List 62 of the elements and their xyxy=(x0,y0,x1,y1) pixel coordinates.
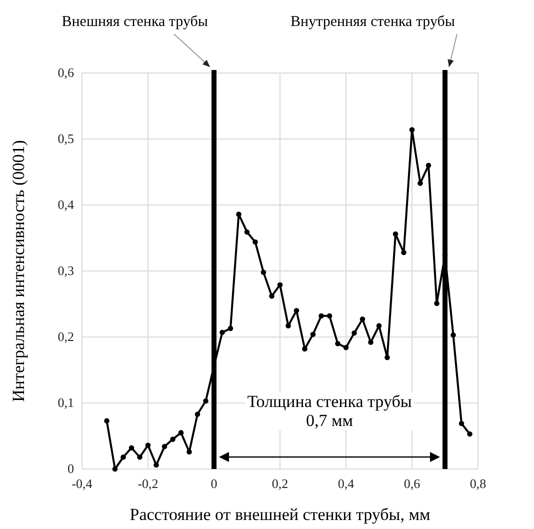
point xyxy=(467,431,472,437)
point xyxy=(376,323,382,328)
x-tick-label: 0,4 xyxy=(338,476,355,492)
point xyxy=(384,354,390,360)
y-tick-label: 0 xyxy=(68,461,74,476)
point xyxy=(170,436,176,442)
x-tick-label: 0,8 xyxy=(470,476,486,492)
point xyxy=(244,229,250,235)
point xyxy=(310,332,316,337)
point xyxy=(112,466,118,472)
point xyxy=(104,418,110,424)
point xyxy=(318,313,324,319)
point xyxy=(426,162,432,168)
point xyxy=(252,239,258,245)
point xyxy=(260,270,266,275)
y-axis-title: Интегральная интенсивность (0001) xyxy=(9,140,28,402)
x-axis-title: Расстояние от внешней стенки трубы, мм xyxy=(130,505,430,524)
point xyxy=(128,445,134,451)
point xyxy=(458,420,464,426)
point xyxy=(154,462,159,468)
point xyxy=(360,316,366,322)
point xyxy=(194,412,200,417)
point xyxy=(294,308,300,314)
point xyxy=(409,127,415,132)
point xyxy=(326,313,332,319)
x-tick-label: -0,2 xyxy=(138,476,158,492)
point xyxy=(137,454,142,460)
point xyxy=(145,442,151,448)
point xyxy=(368,340,374,345)
point xyxy=(335,340,340,346)
point xyxy=(286,323,291,328)
y-tick-label: 0,5 xyxy=(58,131,74,146)
annotation: Толщина стенка трубы 0,7 мм xyxy=(247,392,412,430)
point xyxy=(401,250,406,256)
point xyxy=(343,344,349,350)
y-tick-label: 0,3 xyxy=(58,263,74,278)
y-tick-label: 0,1 xyxy=(58,395,74,410)
point xyxy=(352,330,357,336)
point xyxy=(418,180,423,186)
y-tick-label: 0,6 xyxy=(58,65,74,80)
point xyxy=(450,332,456,338)
ref-line-label: Внешняя стенка трубы xyxy=(62,14,208,30)
x-tick-label: 0,2 xyxy=(272,476,288,492)
y-tick-label: 0,4 xyxy=(58,197,74,212)
point xyxy=(302,346,308,352)
point xyxy=(277,282,283,288)
x-tick-label: 0,6 xyxy=(404,476,421,492)
point xyxy=(434,300,440,306)
x-tick-label: -0,4 xyxy=(72,476,93,492)
point xyxy=(392,231,398,237)
point xyxy=(178,430,184,436)
point xyxy=(120,454,126,460)
point xyxy=(203,398,208,404)
ref-line-label: Внутренняя стенка трубы xyxy=(290,14,455,30)
point xyxy=(186,449,192,454)
point xyxy=(228,326,234,332)
y-tick-label: 0,2 xyxy=(58,329,74,344)
point xyxy=(220,330,225,336)
point xyxy=(236,212,242,217)
point xyxy=(269,293,274,299)
point xyxy=(162,444,168,450)
x-tick-label: 0 xyxy=(210,476,218,492)
